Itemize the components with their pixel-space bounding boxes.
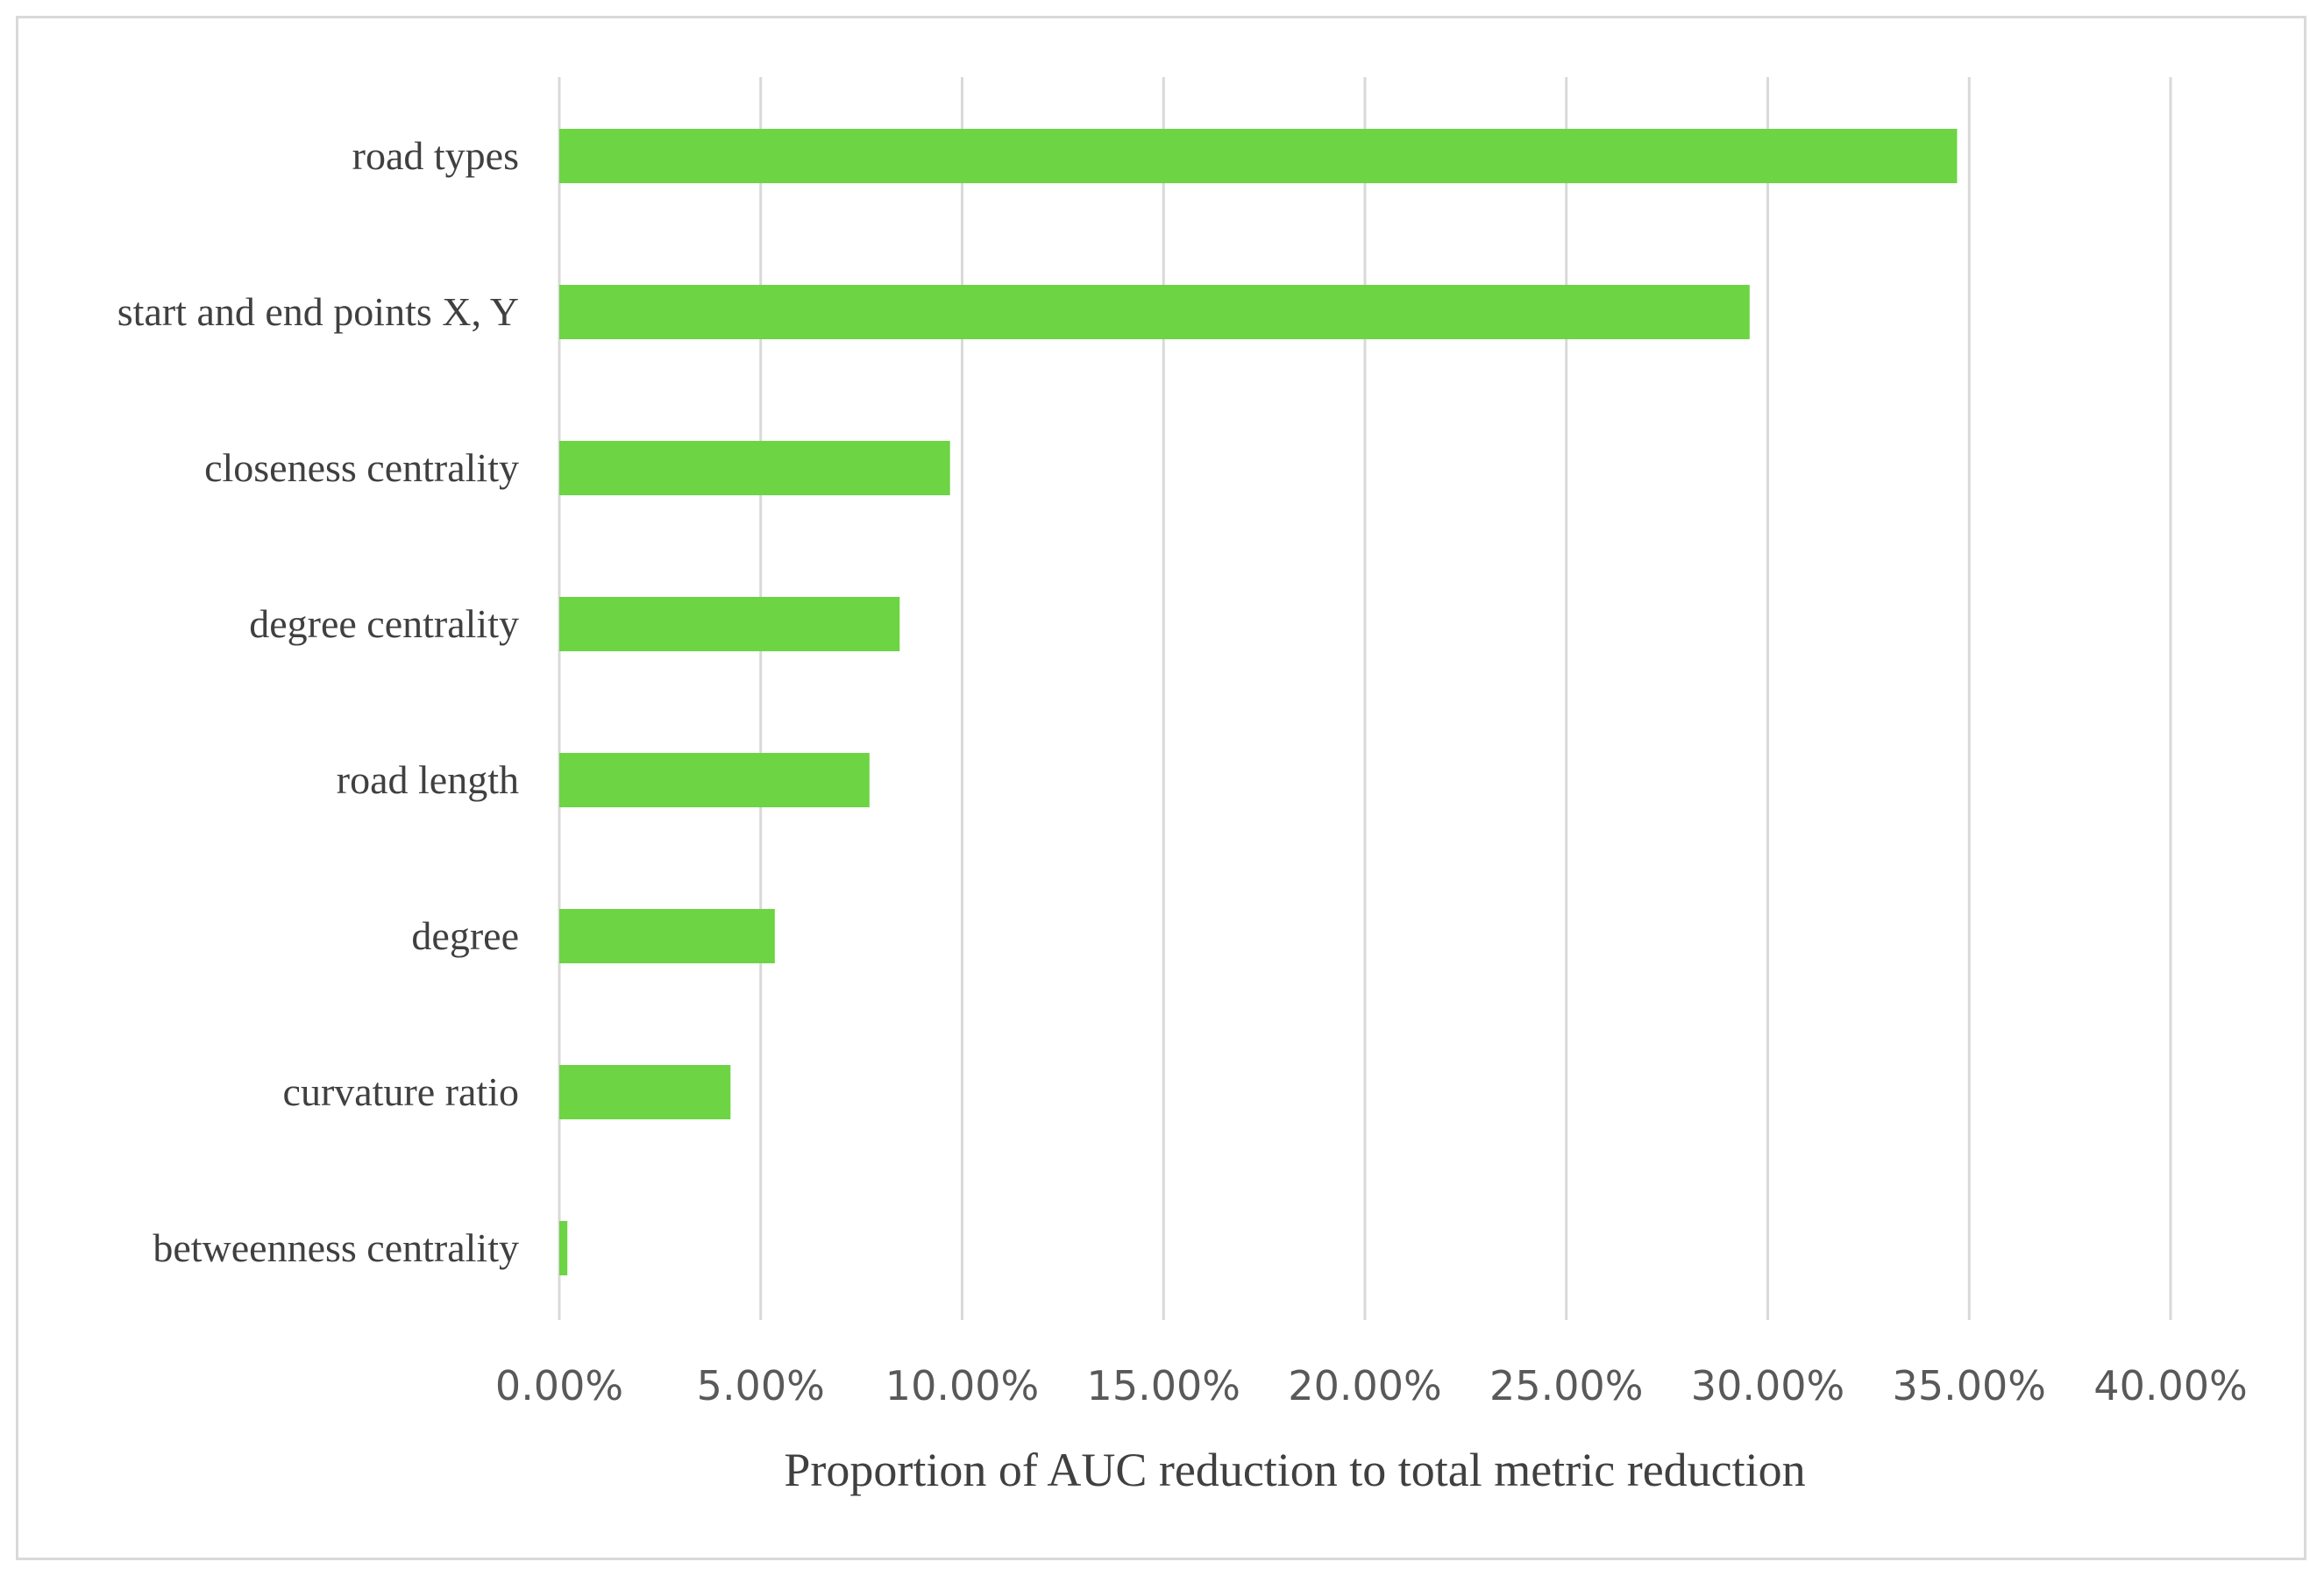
bars <box>559 129 1958 1275</box>
category-label-1: start and end points X, Y <box>117 289 519 334</box>
x-tick-label-3: 15.00% <box>1087 1362 1240 1409</box>
x-tick-label-1: 5.00% <box>697 1362 825 1409</box>
category-label-0: road types <box>352 133 519 178</box>
category-label-5: degree <box>411 913 519 958</box>
bar-1 <box>559 285 1750 339</box>
category-label-3: degree centrality <box>249 601 519 646</box>
x-tick-label-5: 25.00% <box>1489 1362 1643 1409</box>
chart-frame <box>16 16 2306 1560</box>
bar-3 <box>559 597 900 651</box>
bar-0 <box>559 129 1958 183</box>
x-axis-title: Proportion of AUC reduction to total met… <box>784 1444 1805 1496</box>
bar-6 <box>559 1065 731 1119</box>
gridlines <box>558 77 2172 1320</box>
category-label-7: betweenness centrality <box>153 1225 519 1270</box>
x-tick-label-0: 0.00% <box>495 1362 623 1409</box>
x-tick-label-4: 20.00% <box>1288 1362 1441 1409</box>
x-tick-labels: 0.00% 5.00% 10.00% 15.00% 20.00% 25.00% 30.00%… <box>495 1362 2248 1409</box>
x-tick-label-7: 35.00% <box>1893 1362 2046 1409</box>
x-tick-label-8: 40.00% <box>2093 1362 2247 1409</box>
bar-7 <box>559 1221 568 1275</box>
category-label-6: curvature ratio <box>283 1069 519 1114</box>
category-label-2: closeness centrality <box>204 445 519 490</box>
x-tick-label-6: 30.00% <box>1691 1362 1844 1409</box>
bar-4 <box>559 753 870 807</box>
category-labels: road types start and end points X, Y close… <box>117 133 519 1270</box>
category-label-4: road length <box>337 757 519 802</box>
bar-2 <box>559 441 950 495</box>
bar-5 <box>559 909 775 963</box>
x-tick-label-2: 10.00% <box>885 1362 1039 1409</box>
